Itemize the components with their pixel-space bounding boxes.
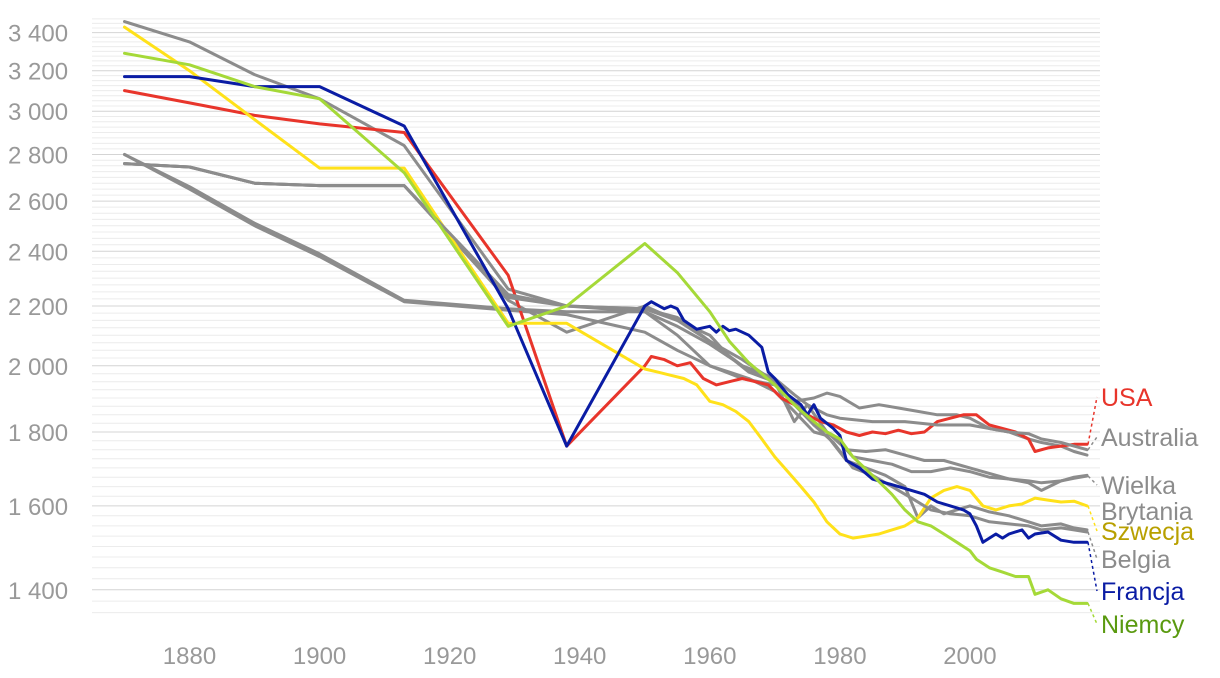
series-line-gray-b (123, 162, 1089, 492)
series-label-usa: USA (1101, 384, 1153, 412)
y-tick-label: 3 200 (8, 59, 68, 86)
series-label-niemcy: Niemcy (1101, 611, 1185, 639)
series-label-belgia: Belgia (1101, 546, 1171, 574)
x-tick-label: 1940 (553, 643, 606, 670)
x-tick-label: 1880 (163, 643, 216, 670)
series-label-wielka-brytania: Wielka Brytania (1101, 472, 1193, 526)
series-label-line: USA (1101, 384, 1153, 412)
series-label-line: Brytania (1101, 498, 1193, 526)
series-label-line: Francja (1101, 578, 1184, 606)
y-tick-label: 3 000 (8, 99, 68, 126)
x-axis-tick-labels: 1880 1900 1920 1940 1960 1980 2000 (163, 643, 997, 670)
series-label-francja: Francja (1101, 578, 1184, 606)
x-tick-label: 1980 (813, 643, 866, 670)
x-tick-label: 1920 (423, 643, 476, 670)
leader-line (1087, 603, 1098, 625)
y-tick-label: 1 800 (8, 420, 68, 447)
series-label-line: Wielka (1101, 472, 1176, 500)
x-tick-label: 2000 (943, 643, 996, 670)
series-label-line: Niemcy (1101, 611, 1185, 639)
y-tick-label: 2 800 (8, 143, 68, 170)
series-lines (123, 20, 1089, 605)
y-tick-label: 2 400 (8, 239, 68, 266)
series-label-line: Australia (1101, 424, 1198, 452)
series-line-belgia (123, 162, 1089, 534)
series-line-szwecja (123, 25, 1089, 540)
y-axis-tick-labels: 1 400 1 600 1 800 2 000 2 200 2 400 2 600 2 800… (8, 21, 68, 605)
y-tick-label: 3 400 (8, 21, 68, 48)
series-line-usa (123, 89, 1089, 453)
leader-line (1087, 475, 1098, 486)
leader-line (1087, 542, 1098, 592)
y-tick-label: 1 400 (8, 578, 68, 605)
series-label-australia: Australia (1101, 424, 1198, 452)
y-tick-label: 1 600 (8, 494, 68, 521)
leader-line (1087, 531, 1098, 560)
series-line-francja (123, 75, 1089, 544)
y-tick-label: 2 600 (8, 189, 68, 216)
leader-line (1087, 436, 1098, 451)
series-label-line: Belgia (1101, 546, 1171, 574)
y-tick-label: 2 200 (8, 294, 68, 321)
leader-line (1087, 396, 1098, 445)
series-label-szwecja: Szwecja (1101, 518, 1194, 546)
y-tick-label: 2 000 (8, 354, 68, 381)
gridlines (92, 18, 1100, 614)
x-tick-label: 1900 (293, 643, 346, 670)
leader-line (1087, 505, 1098, 532)
series-label-line: Szwecja (1101, 518, 1194, 546)
x-tick-label: 1960 (683, 643, 736, 670)
series-line-niemcy (123, 51, 1089, 605)
